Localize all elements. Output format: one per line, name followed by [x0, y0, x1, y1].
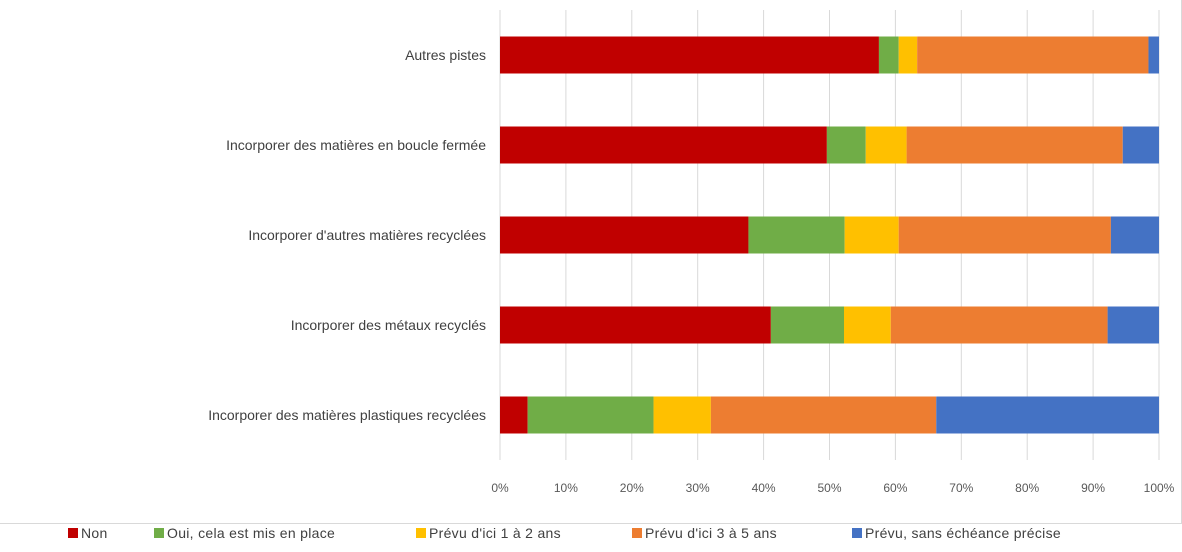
x-tick-label: 50% — [817, 481, 841, 495]
x-tick-label: 70% — [949, 481, 973, 495]
bar-segment — [527, 396, 654, 434]
bar-segment — [500, 396, 528, 434]
category-label: Incorporer d'autres matières recyclées — [248, 227, 486, 243]
bar-segment — [1107, 306, 1159, 344]
bar-segment — [500, 36, 879, 74]
x-tick-label: 40% — [752, 481, 776, 495]
x-tick-label: 90% — [1081, 481, 1105, 495]
x-tick-label: 30% — [686, 481, 710, 495]
bar-segment — [500, 306, 771, 344]
bar-segment — [917, 36, 1149, 74]
bar-segment — [500, 216, 749, 254]
category-label: Incorporer des matières plastiques recyc… — [208, 407, 486, 423]
legend-swatch — [68, 528, 78, 538]
category-label: Incorporer des métaux recyclés — [291, 317, 486, 333]
bar-segment — [843, 306, 891, 344]
category-labels: Autres pistes Incorporer des matières en … — [208, 47, 486, 423]
legend-swatch — [154, 528, 164, 538]
x-tick-label: 0% — [491, 481, 509, 495]
bar-segment — [1110, 216, 1159, 254]
bar-segment — [906, 126, 1123, 164]
bar-segment — [1122, 126, 1159, 164]
bar-segment — [826, 126, 866, 164]
legend-swatch — [416, 528, 426, 538]
legend-label: Prévu d'ici 1 à 2 ans — [429, 525, 561, 541]
legend-swatch — [852, 528, 862, 538]
legend-label: Prévu d'ici 3 à 5 ans — [645, 525, 777, 541]
x-axis-tick-labels: 0% 10% 20% 30% 40% 50% 60% 70% 80% 90% 100% — [491, 481, 1174, 495]
category-label: Autres pistes — [405, 47, 486, 63]
bar-segment — [1148, 36, 1159, 74]
bar-segment — [898, 36, 918, 74]
bar-segment — [653, 396, 711, 434]
legend-label: Prévu, sans échéance précise — [865, 525, 1061, 541]
bar-segment — [890, 306, 1108, 344]
x-tick-label: 80% — [1015, 481, 1039, 495]
bars — [500, 36, 1159, 434]
x-tick-label: 100% — [1144, 481, 1175, 495]
bar-segment — [898, 216, 1111, 254]
legend: Non Oui, cela est mis en place Prévu d'ici… — [68, 525, 1061, 541]
x-tick-label: 10% — [554, 481, 578, 495]
bar-segment — [500, 126, 827, 164]
bar-segment — [748, 216, 845, 254]
x-tick-label: 60% — [883, 481, 907, 495]
bar-segment — [710, 396, 937, 434]
legend-label: Oui, cela est mis en place — [167, 525, 335, 541]
x-tick-label: 20% — [620, 481, 644, 495]
bar-segment — [844, 216, 899, 254]
legend-swatch — [632, 528, 642, 538]
bar-segment — [865, 126, 907, 164]
category-label: Incorporer des matières en boucle fermée — [226, 137, 486, 153]
bar-segment — [770, 306, 844, 344]
bar-segment — [936, 396, 1159, 434]
legend-label: Non — [81, 525, 108, 541]
bar-segment — [878, 36, 899, 74]
